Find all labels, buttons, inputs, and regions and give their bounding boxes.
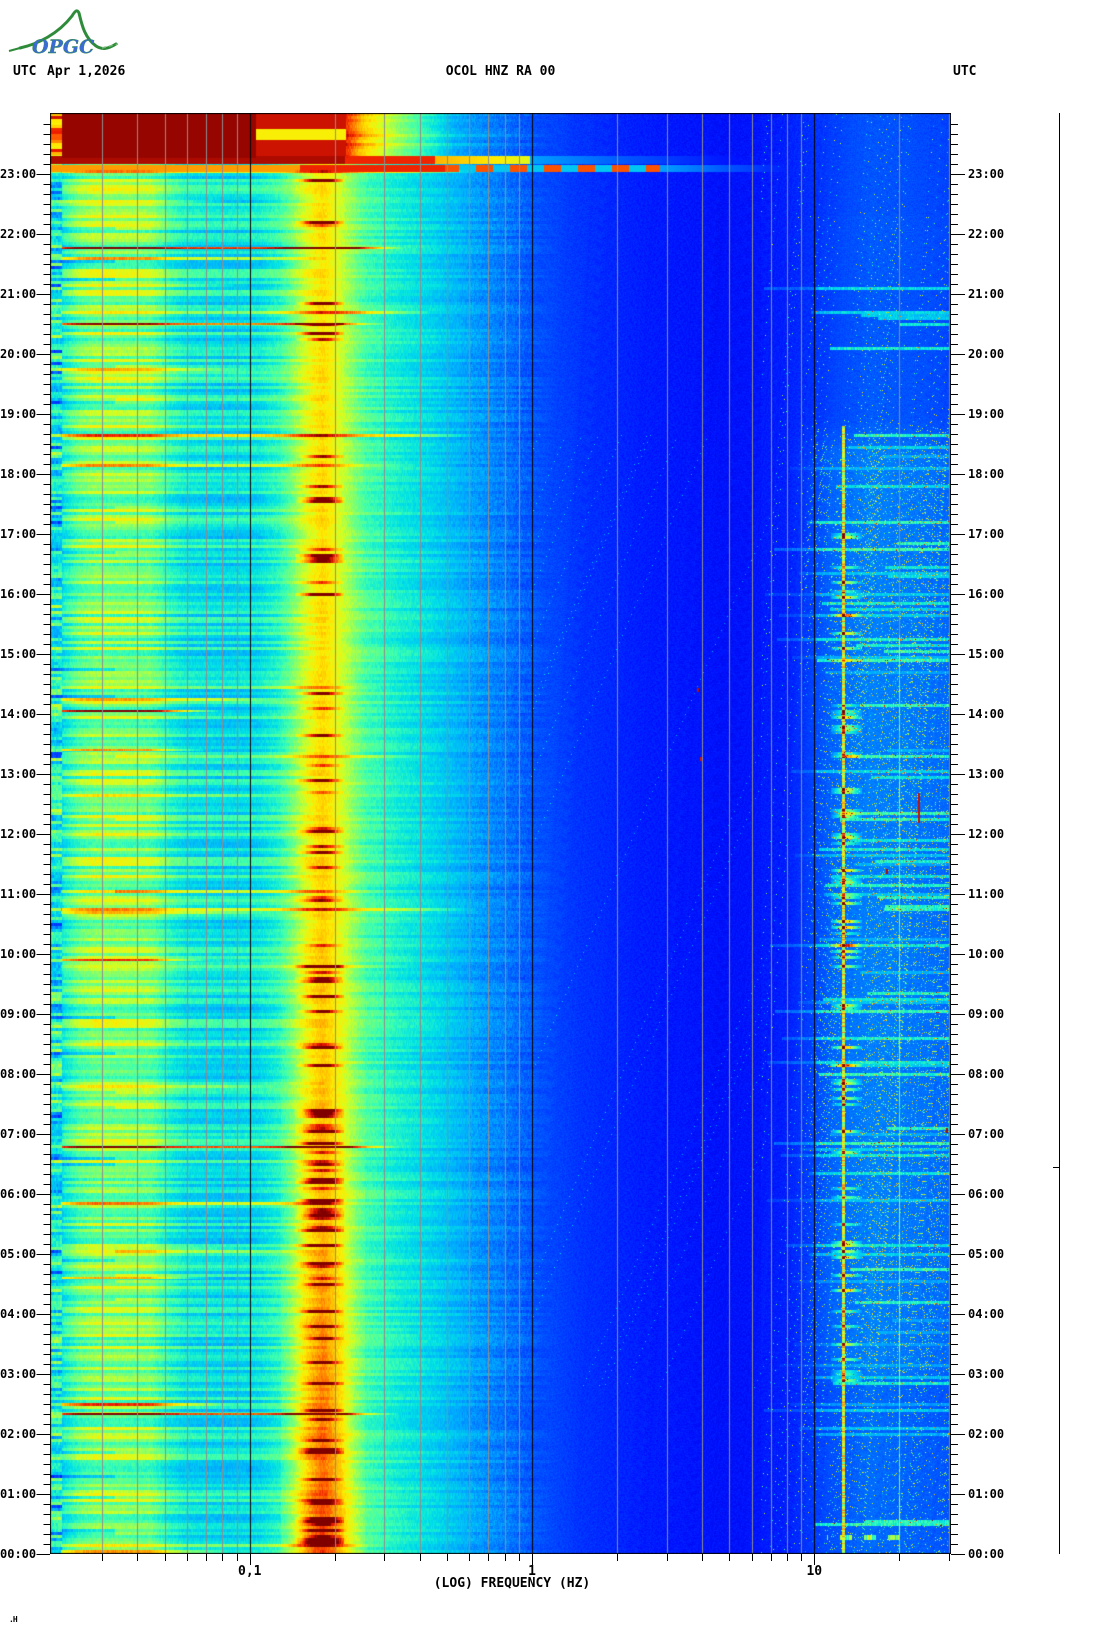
time-label-right-03:00: 03:00 (968, 1367, 1005, 1381)
time-label-right-05:00: 05:00 (968, 1247, 1005, 1261)
opgc-logo: OPGC (8, 9, 119, 58)
time-label-left-02:00: 02:00 (0, 1427, 37, 1441)
time-label-left-03:00: 03:00 (0, 1367, 37, 1381)
time-label-right-16:00: 16:00 (968, 587, 1005, 601)
time-label-right-09:00: 09:00 (968, 1007, 1005, 1021)
time-label-left-17:00: 17:00 (0, 527, 37, 541)
time-label-right-12:00: 12:00 (968, 827, 1005, 841)
time-label-right-07:00: 07:00 (968, 1127, 1005, 1141)
time-label-left-15:00: 15:00 (0, 647, 37, 661)
time-label-left-22:00: 22:00 (0, 227, 37, 241)
time-label-left-18:00: 18:00 (0, 467, 37, 481)
time-label-right-15:00: 15:00 (968, 647, 1005, 661)
freq-label-10: 10 (806, 1564, 823, 1579)
frequency-ticks (102, 1554, 950, 1565)
time-label-left-23:00: 23:00 (0, 167, 37, 181)
time-label-left-07:00: 07:00 (0, 1127, 37, 1141)
time-label-right-20:00: 20:00 (968, 347, 1005, 361)
utc-label-left: UTC (13, 64, 37, 79)
time-label-left-04:00: 04:00 (0, 1307, 37, 1321)
time-label-left-00:00: 00:00 (0, 1547, 37, 1561)
date-label: Apr 1,2026 (47, 64, 126, 79)
hour-time-ticks (36, 174, 965, 1555)
right-scale-line (1053, 113, 1060, 1554)
time-label-right-17:00: 17:00 (968, 527, 1005, 541)
time-label-right-04:00: 04:00 (968, 1307, 1005, 1321)
logo-dash-left (8, 47, 21, 52)
logo-text: OPGC (32, 36, 94, 58)
time-label-right-19:00: 19:00 (968, 407, 1005, 421)
spectrogram-heatmap (50, 113, 951, 1554)
time-label-right-08:00: 08:00 (968, 1067, 1005, 1081)
time-label-right-13:00: 13:00 (968, 767, 1005, 781)
time-label-left-14:00: 14:00 (0, 707, 37, 721)
time-label-left-11:00: 11:00 (0, 887, 37, 901)
time-label-right-14:00: 14:00 (968, 707, 1005, 721)
minor-time-ticks (43, 124, 958, 1545)
time-label-left-21:00: 21:00 (0, 287, 37, 301)
time-label-left-19:00: 19:00 (0, 407, 37, 421)
time-label-right-11:00: 11:00 (968, 887, 1005, 901)
time-label-left-13:00: 13:00 (0, 767, 37, 781)
time-label-right-23:00: 23:00 (968, 167, 1005, 181)
time-label-left-08:00: 08:00 (0, 1067, 37, 1081)
time-label-left-06:00: 06:00 (0, 1187, 37, 1201)
frequency-axis-title: (LOG) FREQUENCY (HZ) (433, 1576, 591, 1591)
time-label-left-01:00: 01:00 (0, 1487, 37, 1501)
time-label-left-05:00: 05:00 (0, 1247, 37, 1261)
time-label-left-10:00: 10:00 (0, 947, 37, 961)
time-label-left-09:00: 09:00 (0, 1007, 37, 1021)
time-label-right-21:00: 21:00 (968, 287, 1005, 301)
time-label-right-06:00: 06:00 (968, 1187, 1005, 1201)
logo-dash-right (101, 43, 119, 49)
corner-mark: .H (9, 1615, 18, 1624)
utc-label-right: UTC (953, 64, 977, 79)
page-title: OCOL HNZ RA 00 (445, 64, 556, 79)
time-label-left-16:00: 16:00 (0, 587, 37, 601)
freq-label-1: 1 (528, 1564, 536, 1579)
time-label-right-00:00: 00:00 (968, 1547, 1005, 1561)
time-label-right-22:00: 22:00 (968, 227, 1005, 241)
time-label-right-01:00: 01:00 (968, 1487, 1005, 1501)
freq-label-0.1: 0,1 (238, 1564, 262, 1579)
logo-mountain-curve (18, 9, 118, 50)
time-label-left-20:00: 20:00 (0, 347, 37, 361)
time-label-left-12:00: 12:00 (0, 827, 37, 841)
time-label-right-18:00: 18:00 (968, 467, 1005, 481)
time-label-right-02:00: 02:00 (968, 1427, 1005, 1441)
time-label-right-10:00: 10:00 (968, 947, 1005, 961)
